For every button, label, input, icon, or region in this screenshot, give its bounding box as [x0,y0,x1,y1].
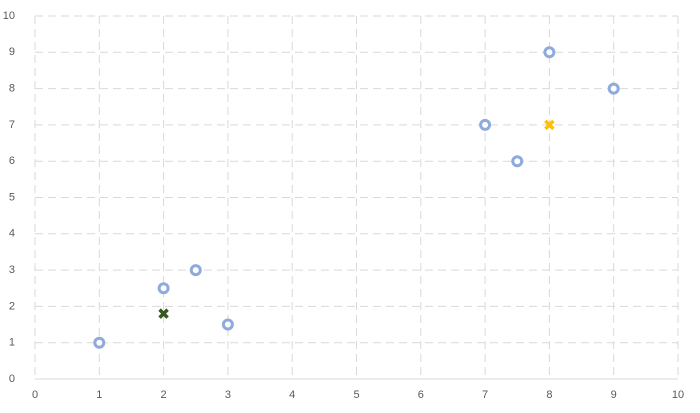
x-tick-label: 5 [353,389,359,401]
point [607,82,620,95]
y-tick-label: 9 [9,46,15,58]
y-tick-label: 10 [3,10,15,22]
y-tick-label: 7 [9,119,15,131]
x-tick-label: 2 [161,389,167,401]
x-tick-label: 0 [32,389,38,401]
point [189,264,202,277]
x-tick-label: 3 [225,389,231,401]
x-tick-label: 8 [546,389,552,401]
point [157,282,170,295]
x-tick-label: 4 [289,389,295,401]
x-tick-label: 1 [96,389,102,401]
x-tick-label: 6 [418,389,424,401]
point [479,118,492,131]
point [543,46,556,59]
point [511,155,524,168]
y-tick-label: 8 [9,83,15,95]
point [93,336,106,349]
y-tick-label: 4 [9,228,15,240]
y-tick-label: 3 [9,264,15,276]
y-tick-label: 5 [9,191,15,203]
point [544,119,555,131]
x-tick-label: 7 [482,389,488,401]
point [158,308,169,319]
point [221,318,234,331]
y-tick-label: 6 [9,155,15,167]
y-tick-label: 2 [9,300,15,312]
x-tick-label: 10 [672,389,684,401]
y-tick-label: 0 [9,373,15,385]
x-tick-label: 9 [611,389,617,401]
y-tick-label: 1 [9,337,15,349]
